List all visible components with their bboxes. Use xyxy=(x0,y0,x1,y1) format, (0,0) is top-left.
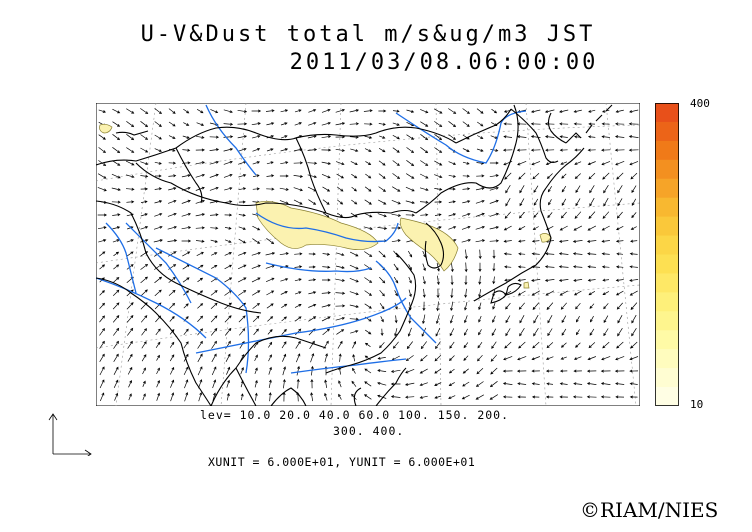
dust-wind-map xyxy=(96,103,640,406)
reference-vector-icon xyxy=(48,413,92,456)
colorbar-step xyxy=(655,254,679,274)
colorbar-step xyxy=(655,235,679,255)
colorbar-step xyxy=(655,387,679,406)
graticule xyxy=(96,103,640,406)
colorbar-step xyxy=(655,103,679,123)
dust-patch-west xyxy=(99,123,113,134)
contour-levels-line2: 300. 400. xyxy=(333,424,405,438)
colorbar-step xyxy=(655,197,679,218)
colorbar-step xyxy=(655,178,679,199)
colorbar-max-label: 400 xyxy=(690,97,710,110)
vector-unit-label: XUNIT = 6.000E+01, YUNIT = 6.000E+01 xyxy=(208,455,476,469)
map-title-datetime: 2011/03/08.06:00:00 xyxy=(289,50,599,75)
colorbar-step xyxy=(655,330,679,350)
dust-patch-mongolia xyxy=(255,201,379,250)
wind-vectors xyxy=(97,108,639,402)
wind-vector-field xyxy=(97,108,639,402)
coastlines-and-borders xyxy=(96,104,613,406)
colorbar-step xyxy=(655,273,679,293)
colorbar-step xyxy=(655,368,679,388)
colorbar-step xyxy=(655,121,679,142)
colorbar-step xyxy=(655,140,679,161)
credit-label: ©RIAM/NIES xyxy=(580,498,719,522)
colorbar-min-label: 10 xyxy=(690,398,704,411)
rivers xyxy=(96,104,527,374)
colorbar-step xyxy=(655,216,679,237)
colorbar-step xyxy=(655,311,679,331)
concentration-colorbar xyxy=(655,103,679,406)
colorbar-step xyxy=(655,159,679,180)
dust-patch-japan-south xyxy=(523,281,530,289)
colorbar-step xyxy=(655,349,679,369)
colorbar-step xyxy=(655,292,679,312)
map-title-variables: U-V&Dust total m/s&ug/m3 JST xyxy=(140,22,596,47)
contour-levels-line1: lev= 10.0 20.0 40.0 60.0 100. 150. 200. xyxy=(200,408,510,422)
